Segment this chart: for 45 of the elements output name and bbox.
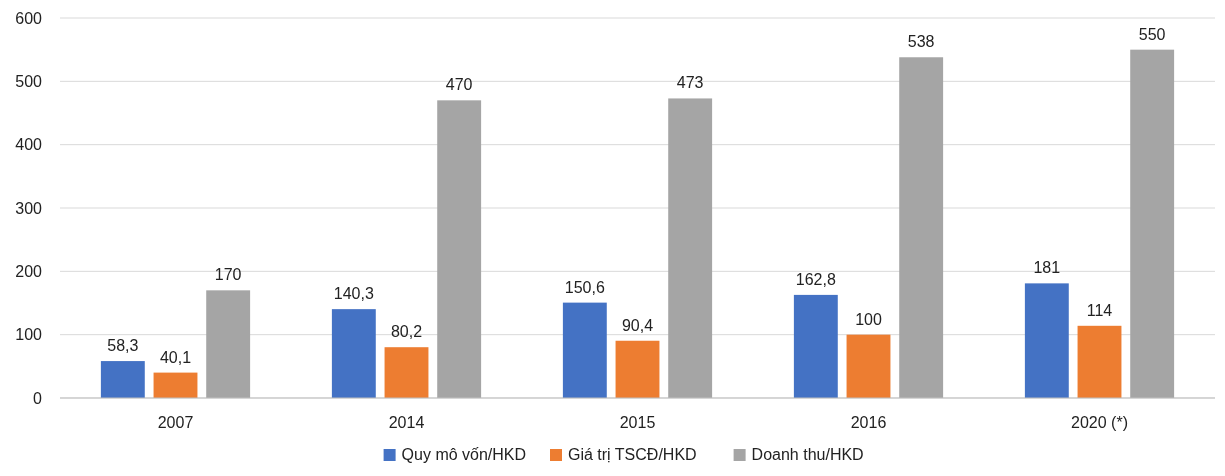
bar <box>331 309 376 398</box>
data-label: 150,6 <box>564 278 605 296</box>
bar <box>100 361 145 398</box>
data-label: 114 <box>1086 301 1113 319</box>
bar <box>1077 325 1122 398</box>
bar <box>793 294 838 398</box>
data-label: 538 <box>907 33 935 51</box>
data-label: 58,3 <box>107 337 139 355</box>
bar <box>899 57 944 398</box>
x-tick-label: 2020 (*) <box>1071 414 1128 431</box>
data-label: 473 <box>676 74 704 92</box>
x-tick-label: 2014 <box>388 414 425 431</box>
x-tick-label: 2007 <box>157 414 194 431</box>
x-tick-label: 2016 <box>850 414 887 431</box>
data-label: 80,2 <box>390 323 423 341</box>
y-tick-label: 400 <box>15 136 43 154</box>
bar <box>846 334 891 398</box>
legend-label: Giá trị TSCĐ/HKD <box>568 446 697 463</box>
data-label: 170 <box>214 266 242 284</box>
bar <box>437 100 482 398</box>
data-label: 550 <box>1138 25 1166 43</box>
bar <box>615 340 660 398</box>
x-tick-label: 2015 <box>619 414 656 431</box>
bar <box>206 290 251 398</box>
y-tick-label: 200 <box>15 262 43 280</box>
bar <box>153 372 198 398</box>
bar <box>1024 283 1069 398</box>
data-label: 470 <box>445 76 473 94</box>
data-label: 181 <box>1033 259 1061 277</box>
bar <box>562 302 607 398</box>
y-tick-label: 100 <box>15 326 43 344</box>
legend-label: Doanh thu/HKD <box>751 446 864 463</box>
bar <box>384 347 429 398</box>
data-label: 162,8 <box>795 270 836 288</box>
y-tick-label: 500 <box>15 72 43 90</box>
data-label: 90,4 <box>621 316 654 334</box>
data-label: 100 <box>855 310 882 328</box>
bar <box>1130 49 1175 398</box>
data-label: 40,1 <box>159 348 192 366</box>
legend-label: Quy mô vốn/HKD <box>401 446 527 463</box>
y-tick-label: 600 <box>15 9 43 27</box>
y-tick-label: 0 <box>33 389 43 407</box>
data-label: 140,3 <box>333 285 374 303</box>
bar <box>668 98 713 398</box>
y-tick-label: 300 <box>15 199 43 217</box>
